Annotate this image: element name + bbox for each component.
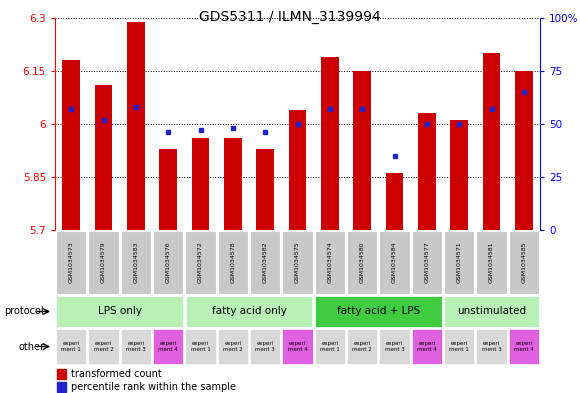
Text: experi
ment 4: experi ment 4 bbox=[288, 341, 307, 352]
Text: percentile rank within the sample: percentile rank within the sample bbox=[71, 382, 235, 392]
Bar bbox=[218, 329, 248, 364]
Bar bbox=[121, 329, 151, 364]
Bar bbox=[444, 231, 474, 294]
Bar bbox=[379, 231, 409, 294]
Bar bbox=[379, 329, 409, 364]
Bar bbox=[315, 296, 442, 327]
Bar bbox=[347, 329, 378, 364]
Bar bbox=[250, 329, 280, 364]
Bar bbox=[95, 85, 113, 230]
Bar bbox=[186, 296, 313, 327]
Bar bbox=[62, 61, 80, 230]
Text: experi
ment 3: experi ment 3 bbox=[255, 341, 275, 352]
Bar bbox=[347, 231, 378, 294]
Bar bbox=[386, 173, 404, 230]
Text: fatty acid + LPS: fatty acid + LPS bbox=[337, 307, 420, 316]
Bar bbox=[282, 231, 313, 294]
Text: GSM1034579: GSM1034579 bbox=[101, 242, 106, 283]
Text: LPS only: LPS only bbox=[97, 307, 142, 316]
Text: GSM1034580: GSM1034580 bbox=[360, 242, 365, 283]
Bar bbox=[224, 138, 242, 230]
Text: experi
ment 2: experi ment 2 bbox=[352, 341, 372, 352]
Text: GDS5311 / ILMN_3139994: GDS5311 / ILMN_3139994 bbox=[199, 10, 381, 24]
Text: experi
ment 1: experi ment 1 bbox=[61, 341, 81, 352]
Text: experi
ment 3: experi ment 3 bbox=[126, 341, 146, 352]
Bar bbox=[88, 231, 119, 294]
Bar bbox=[353, 71, 371, 230]
Text: experi
ment 4: experi ment 4 bbox=[514, 341, 534, 352]
Text: experi
ment 2: experi ment 2 bbox=[223, 341, 242, 352]
Bar bbox=[314, 329, 345, 364]
Bar bbox=[185, 329, 216, 364]
Bar bbox=[412, 329, 442, 364]
Text: experi
ment 3: experi ment 3 bbox=[481, 341, 501, 352]
Text: GSM1034576: GSM1034576 bbox=[166, 242, 171, 283]
Text: GSM1034578: GSM1034578 bbox=[230, 242, 235, 283]
Text: experi
ment 4: experi ment 4 bbox=[417, 341, 437, 352]
Text: GSM1034574: GSM1034574 bbox=[327, 242, 332, 283]
Bar bbox=[509, 231, 539, 294]
Bar bbox=[218, 231, 248, 294]
Bar bbox=[515, 71, 532, 230]
Bar bbox=[88, 329, 119, 364]
Bar bbox=[483, 53, 501, 230]
Text: experi
ment 3: experi ment 3 bbox=[385, 341, 404, 352]
Text: fatty acid only: fatty acid only bbox=[212, 307, 287, 316]
Text: protocol: protocol bbox=[5, 307, 44, 316]
Bar bbox=[56, 329, 86, 364]
Text: GSM1034585: GSM1034585 bbox=[521, 242, 526, 283]
Text: transformed count: transformed count bbox=[71, 369, 161, 379]
Bar bbox=[57, 382, 66, 392]
Bar bbox=[256, 149, 274, 230]
Text: experi
ment 1: experi ment 1 bbox=[450, 341, 469, 352]
Bar bbox=[121, 231, 151, 294]
Text: unstimulated: unstimulated bbox=[457, 307, 526, 316]
Bar bbox=[153, 329, 183, 364]
Text: GSM1034582: GSM1034582 bbox=[263, 242, 267, 283]
Bar bbox=[56, 296, 183, 327]
Text: experi
ment 2: experi ment 2 bbox=[93, 341, 113, 352]
Bar bbox=[509, 329, 539, 364]
Text: other: other bbox=[18, 342, 44, 351]
Bar bbox=[476, 231, 507, 294]
Bar bbox=[56, 231, 86, 294]
Bar bbox=[314, 231, 345, 294]
Bar bbox=[191, 138, 209, 230]
Text: experi
ment 1: experi ment 1 bbox=[191, 341, 211, 352]
Bar bbox=[282, 329, 313, 364]
Bar bbox=[127, 22, 145, 230]
Bar bbox=[412, 231, 442, 294]
Text: experi
ment 4: experi ment 4 bbox=[158, 341, 178, 352]
Bar bbox=[57, 369, 66, 379]
Bar bbox=[476, 329, 507, 364]
Bar bbox=[418, 114, 436, 230]
Bar bbox=[444, 329, 474, 364]
Text: GSM1034583: GSM1034583 bbox=[133, 242, 139, 283]
Text: experi
ment 1: experi ment 1 bbox=[320, 341, 340, 352]
Bar bbox=[160, 149, 177, 230]
Bar bbox=[444, 296, 539, 327]
Bar bbox=[153, 231, 183, 294]
Bar bbox=[321, 57, 339, 230]
Text: GSM1034577: GSM1034577 bbox=[425, 242, 429, 283]
Text: GSM1034581: GSM1034581 bbox=[489, 242, 494, 283]
Text: GSM1034575: GSM1034575 bbox=[295, 242, 300, 283]
Bar bbox=[185, 231, 216, 294]
Bar bbox=[450, 121, 468, 230]
Bar bbox=[250, 231, 280, 294]
Text: GSM1034572: GSM1034572 bbox=[198, 242, 203, 283]
Bar bbox=[289, 110, 306, 230]
Text: GSM1034571: GSM1034571 bbox=[456, 242, 462, 283]
Text: GSM1034573: GSM1034573 bbox=[68, 242, 74, 283]
Text: GSM1034584: GSM1034584 bbox=[392, 242, 397, 283]
